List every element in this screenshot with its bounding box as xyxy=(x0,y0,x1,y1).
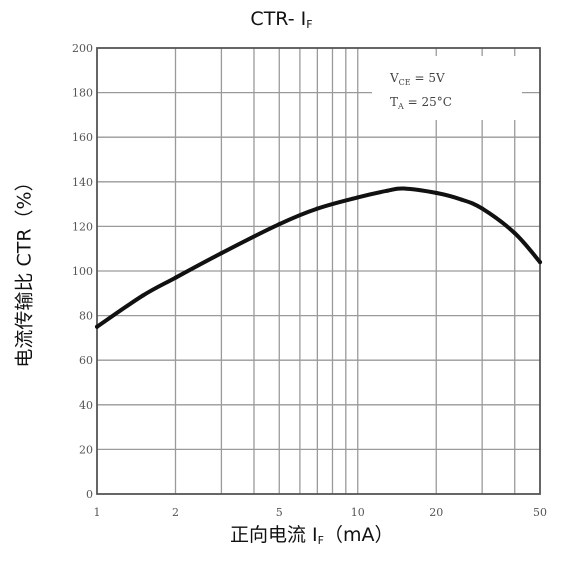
data-point xyxy=(173,275,178,280)
data-point xyxy=(480,206,485,211)
chart-title: CTR- IF xyxy=(250,8,313,31)
data-point xyxy=(538,260,542,265)
x-tick-label: 1 xyxy=(94,506,101,519)
data-point xyxy=(219,251,224,256)
y-axis-label-wrap: 电流传输比 CTR（%） xyxy=(8,50,38,490)
data-point xyxy=(140,293,145,298)
y-tick-label: 40 xyxy=(79,399,93,412)
y-tick-label: 80 xyxy=(79,310,93,323)
data-point xyxy=(512,231,517,236)
plot-frame xyxy=(96,47,541,495)
data-point xyxy=(434,190,439,195)
y-tick-label: 120 xyxy=(72,220,93,233)
data-point xyxy=(315,206,320,211)
y-tick-label: 20 xyxy=(79,443,93,456)
annotation-box xyxy=(372,56,522,120)
data-point xyxy=(401,186,406,191)
annotation-vce: VCE = 5V xyxy=(389,71,445,87)
y-tick-label: 160 xyxy=(72,131,93,144)
y-axis-label: 电流传输比 CTR（%） xyxy=(13,172,36,368)
y-tick-label: 200 xyxy=(72,42,93,55)
y-tick-label: 60 xyxy=(79,354,93,367)
annotation-ta: TA = 25°C xyxy=(390,95,452,111)
data-point xyxy=(459,197,464,202)
data-point xyxy=(355,195,360,200)
data-point xyxy=(277,222,282,227)
y-tick-label: 100 xyxy=(72,265,93,278)
x-axis-label: 正向电流 IF（mA） xyxy=(230,524,394,547)
series-line xyxy=(95,186,542,329)
x-tick-label: 10 xyxy=(351,506,365,519)
x-tick-label: 2 xyxy=(172,506,179,519)
x-tick-label: 50 xyxy=(533,506,547,519)
y-tick-label: 140 xyxy=(72,176,93,189)
data-point xyxy=(385,188,390,193)
data-point xyxy=(95,324,99,329)
y-tick-label: 180 xyxy=(72,87,93,100)
x-tick-label: 20 xyxy=(429,506,443,519)
y-tick-label: 0 xyxy=(86,488,93,501)
x-tick-label: 5 xyxy=(276,506,283,519)
